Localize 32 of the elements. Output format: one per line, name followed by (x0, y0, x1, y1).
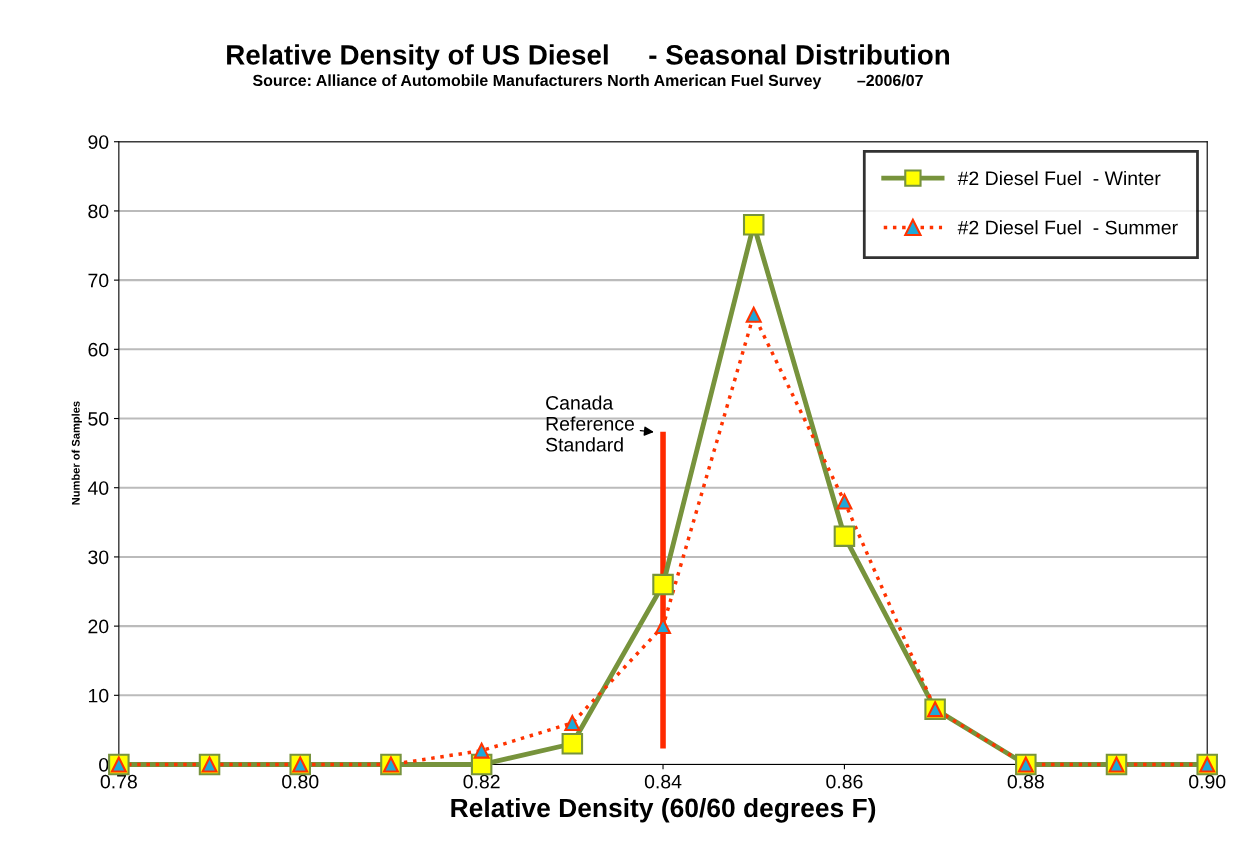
x-tick-label: 0.80 (282, 774, 319, 789)
x-axis-title: Relative Density (60/60 degrees F) (451, 797, 876, 823)
point (742, 214, 765, 236)
point (561, 732, 584, 755)
y-tick-label: 50 (88, 411, 109, 426)
chart-subtitle: Source: Alliance of Automobile Manufacturers North American Fuel Survey –2006/07 (252, 74, 923, 90)
legend-label: #2 Diesel Fuel - Summer (957, 220, 1178, 235)
y-tick-label: 30 (88, 550, 109, 565)
x-tick-label: 0.90 (1189, 774, 1226, 789)
point (655, 618, 672, 635)
point (833, 525, 856, 547)
point (745, 306, 762, 323)
x-tick-label: 0.84 (644, 774, 682, 789)
chart-title: Relative Density of US Diesel - Seasonal Distribution (227, 44, 950, 71)
point (836, 493, 853, 510)
x-tick-label: 0.82 (463, 774, 500, 789)
y-axis-title: Number of Samples (71, 401, 82, 505)
y-tick-label: 20 (88, 619, 109, 634)
y-tick-label: 40 (87, 481, 109, 495)
x-tick-label: 0.78 (100, 774, 137, 789)
ref-line-label: Canada Reference Standard (546, 395, 634, 452)
y-tick-label: 60 (88, 342, 109, 357)
point (473, 742, 490, 759)
x-tick-label: 0.88 (1007, 774, 1044, 789)
legend-label: #2 Diesel Fuel - Winter (957, 170, 1161, 186)
point (652, 573, 674, 596)
y-tick-label: 80 (88, 204, 109, 219)
y-tick-label: 70 (88, 273, 109, 288)
point (564, 715, 581, 731)
y-tick-label: 90 (88, 135, 109, 149)
y-tick-label: 10 (88, 688, 109, 703)
x-tick-label: 0.86 (826, 774, 863, 789)
